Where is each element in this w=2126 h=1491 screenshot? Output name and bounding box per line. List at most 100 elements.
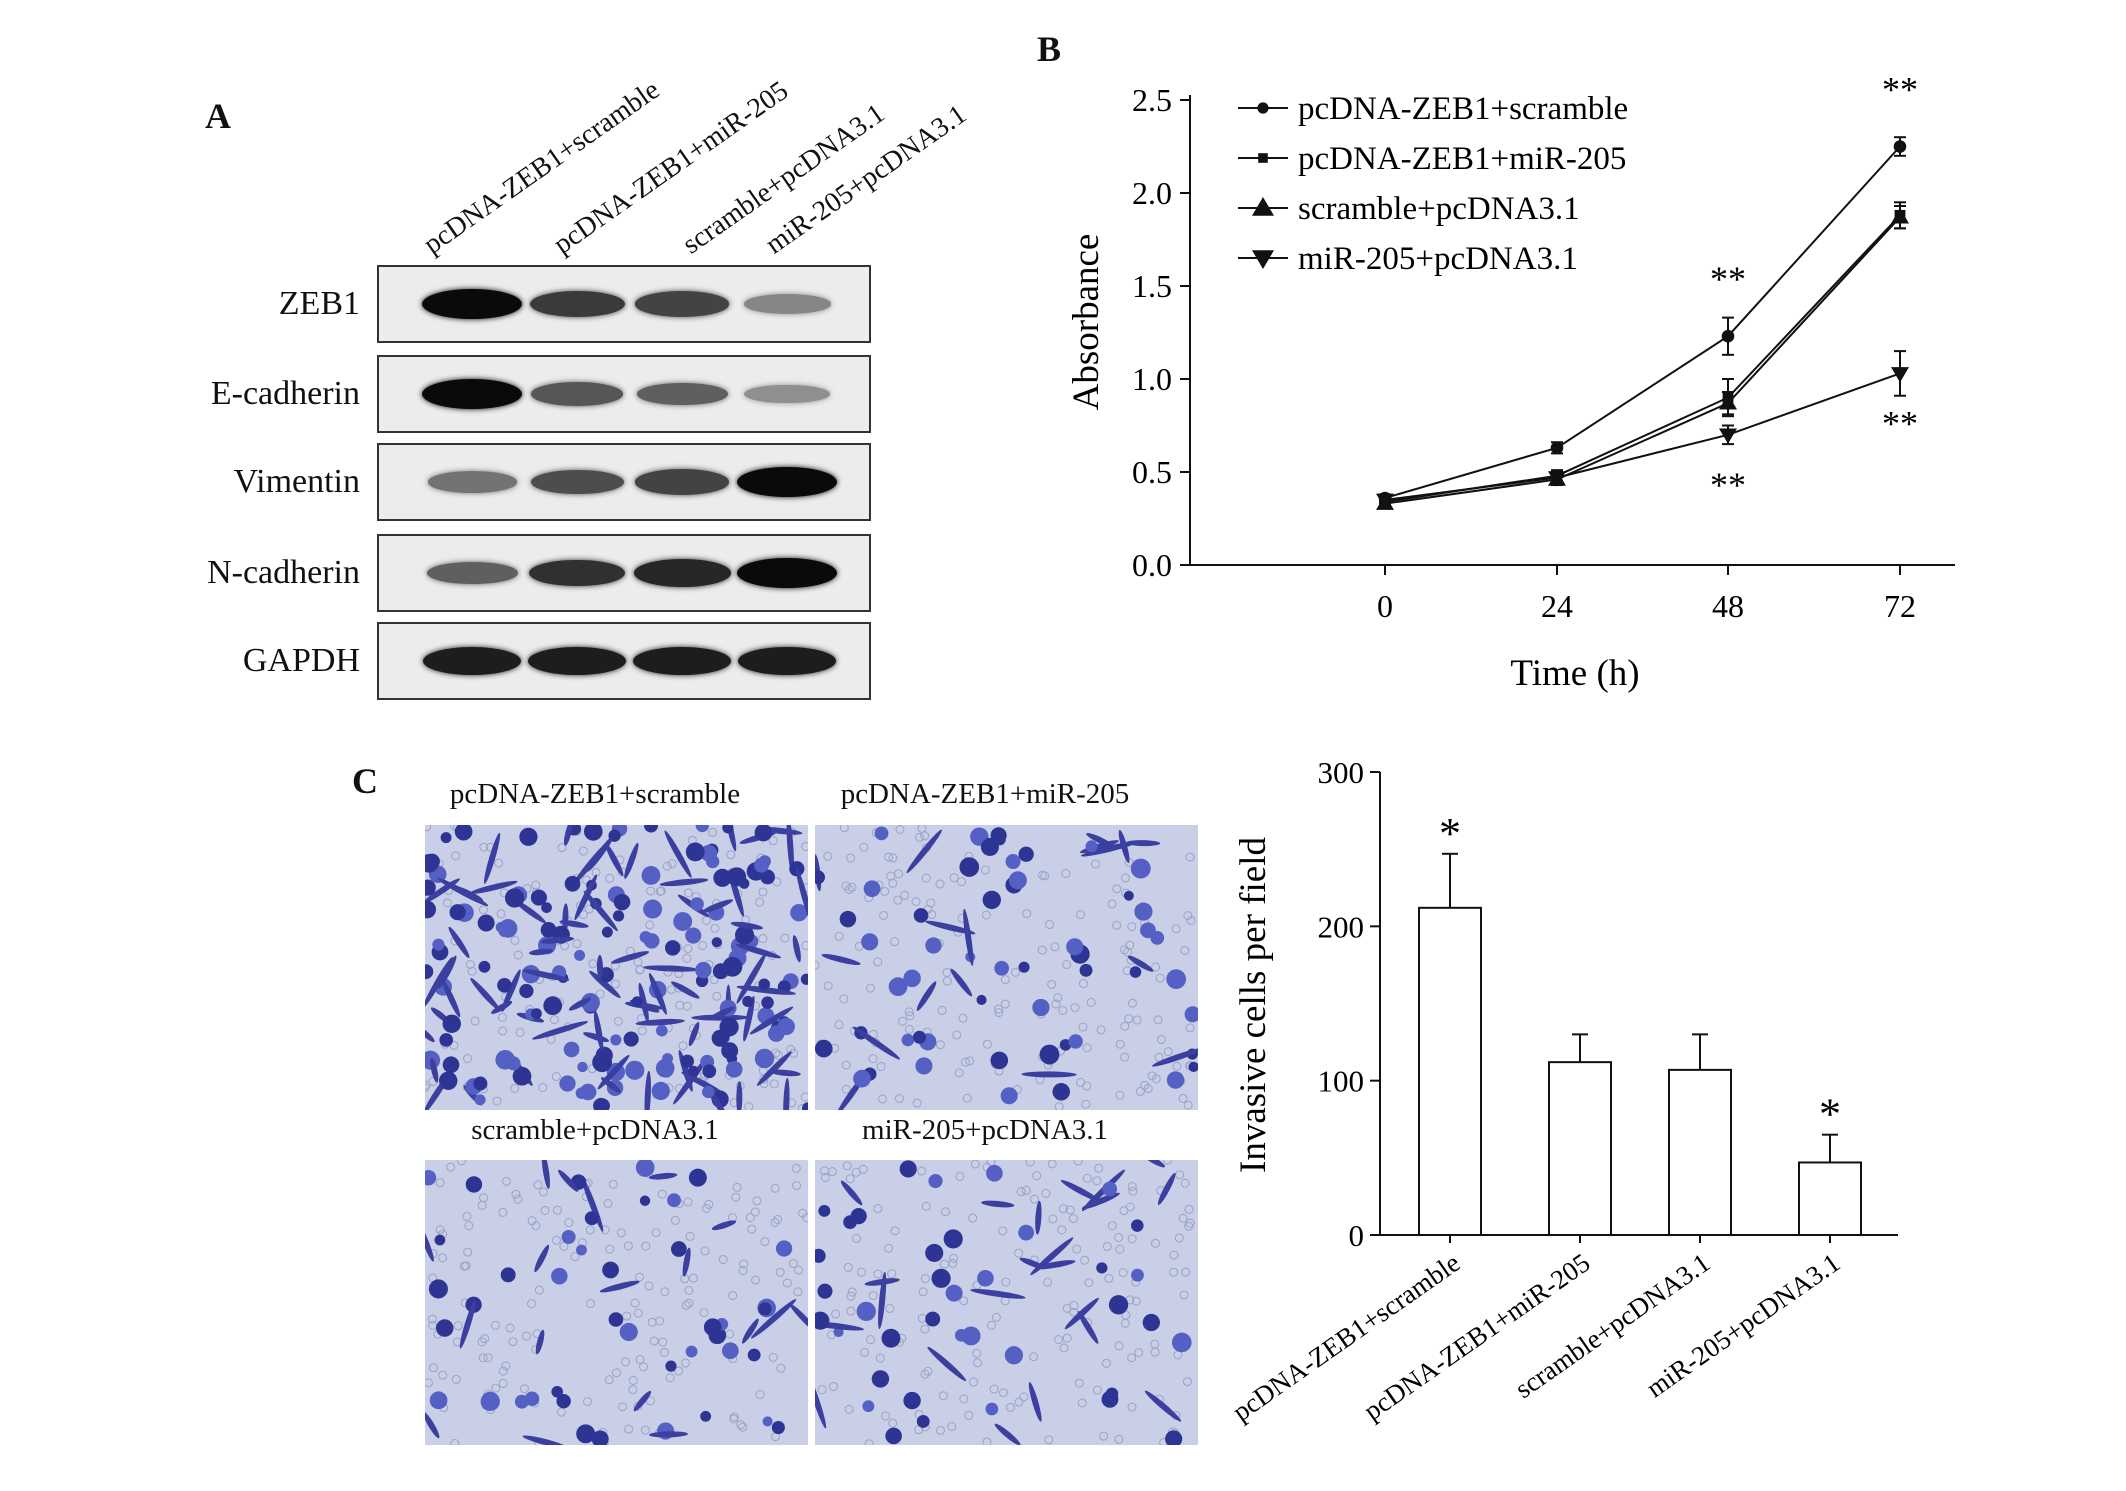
membrane-pore [1069,1300,1079,1310]
stained-cell [754,1048,775,1069]
protein-band [530,469,624,495]
membrane-pore [1041,1188,1051,1198]
membrane-pore [718,1255,728,1265]
stained-cell [580,993,600,1013]
stained-cell [625,1060,645,1080]
stained-cell [722,956,743,977]
membrane-pore [1112,884,1122,894]
membrane-pore [701,915,711,925]
stained-cell [994,1423,1021,1445]
membrane-pore [1080,1255,1090,1265]
membrane-pore [1135,1086,1145,1096]
membrane-pore [949,1253,959,1263]
series-2: scramble+pcDNA3.1 [1238,191,1909,510]
stained-cell [976,994,987,1005]
stained-cell [1141,1160,1166,1168]
stained-cell [789,1303,808,1335]
stained-cell [959,857,980,877]
membrane-pore [1062,1333,1072,1343]
membrane-pore [895,825,905,834]
stained-cell [925,1311,941,1327]
stained-cell [769,1069,801,1077]
membrane-pore [538,1082,548,1092]
stained-cell [701,1085,715,1099]
protein-band [633,559,731,587]
membrane-pore [1178,1213,1188,1223]
membrane-pore [1054,1335,1064,1345]
data-point [1258,153,1268,163]
membrane-pore [551,1235,561,1245]
membrane-pore [578,846,588,856]
membrane-pore [651,1228,661,1238]
membrane-pore [828,1382,838,1392]
membrane-pore [958,1013,968,1023]
stained-cell [425,1025,435,1043]
membrane-pore [1029,1194,1039,1204]
stained-cell [843,1215,858,1230]
y-tick-label: 2.0 [1132,175,1172,211]
membrane-pore [1078,1022,1088,1032]
membrane-pore [540,1205,550,1215]
protein-band [529,559,625,587]
membrane-pore [890,937,900,947]
micrograph-image [425,1160,808,1445]
stained-cell [442,1014,461,1034]
stained-cell [623,1031,639,1047]
stained-cell [473,1076,488,1091]
stained-cell [540,936,574,944]
membrane-pore [1127,1402,1137,1412]
stained-cell [821,954,861,965]
protein-label: ZEB1 [278,285,360,322]
significance-marker: ** [1710,465,1746,505]
protein-label: GAPDH [242,642,360,679]
stained-cell [945,1284,963,1302]
membrane-pore [744,1102,754,1110]
membrane-pore [738,1266,748,1276]
membrane-pore [890,1226,900,1236]
membrane-pore [682,953,692,963]
stained-cell [815,1311,830,1330]
stained-cell [685,927,702,944]
membrane-pore [1114,1341,1124,1351]
membrane-pore [498,1366,508,1376]
stained-cell [556,1393,571,1409]
membrane-pore [1073,1160,1083,1166]
membrane-pore [980,865,990,875]
y-axis-label: Absorbance [1066,234,1107,411]
membrane-pore [780,933,790,943]
stained-cell [534,1244,550,1273]
membrane-pore [965,1056,975,1066]
stained-cell [986,1164,1003,1182]
membrane-pore [935,1040,945,1050]
membrane-pore [947,1421,957,1431]
membrane-pore [847,882,857,892]
membrane-pore [732,1182,742,1192]
stained-cell [425,1170,437,1186]
stained-cell [576,1424,596,1444]
membrane-pore [531,880,541,890]
stained-cell [685,842,705,862]
membrane-pore [877,1094,887,1104]
membrane-pore [1014,1248,1024,1258]
membrane-pore [1078,979,1088,989]
stained-cell [563,825,573,846]
stained-cell [1086,833,1114,847]
membrane-pore [1094,1163,1104,1173]
membrane-pore [1150,1238,1160,1248]
membrane-pore [1180,1178,1190,1188]
stained-cell [501,969,521,1012]
membrane-pore [1185,852,1195,862]
stained-cell [531,1008,542,1020]
stained-cell [478,960,491,973]
membrane-pore [758,887,768,897]
membrane-pore [1081,1099,1091,1109]
membrane-pore [994,1004,1004,1014]
membrane-pore [683,944,693,954]
stained-cell [925,920,976,935]
membrane-pore [868,1290,878,1300]
stained-cell [708,1006,735,1021]
stained-cell [459,1299,476,1349]
stained-cell [425,900,437,919]
membrane-pore [667,985,677,995]
membrane-pore [1121,873,1131,883]
